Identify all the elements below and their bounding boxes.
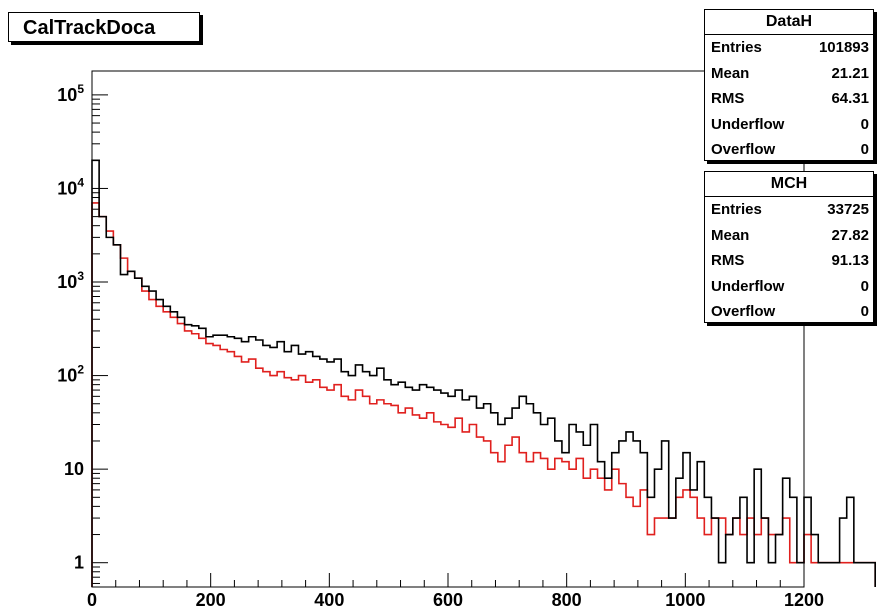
stats-value: 0 — [860, 277, 869, 295]
stats-row-entries: Entries 33725 — [705, 197, 873, 223]
stats-box-datah: DataH Entries 101893 Mean 21.21 RMS 64.31 U… — [704, 9, 874, 161]
stats-value: 64.31 — [831, 90, 869, 107]
stats-row-underflow: Underflow 0 — [705, 112, 873, 138]
axis-tick-labels: 0 200 400 600 800 1000 1200 1 10 102 103 104 105 — [57, 82, 824, 610]
x-tick-label: 200 — [196, 590, 226, 610]
x-tick-label: 0 — [87, 590, 97, 610]
stats-label: Mean — [711, 64, 750, 82]
stats-value: 27.82 — [831, 226, 869, 244]
stats-row-mean: Mean 27.82 — [705, 223, 873, 249]
x-tick-label: 800 — [552, 590, 582, 610]
stats-value: 101893 — [818, 39, 869, 56]
y-tick-label: 104 — [57, 175, 84, 198]
y-tick-label: 102 — [57, 363, 84, 386]
stats-row-rms: RMS 64.31 — [705, 86, 873, 112]
stats-row-overflow: Overflow 0 — [705, 137, 873, 163]
stats-box-title: DataH — [705, 10, 873, 35]
x-tick-label: 400 — [314, 590, 344, 610]
stats-row-rms: RMS 91.13 — [705, 248, 873, 274]
stats-value: 21.21 — [831, 64, 869, 82]
stats-value: 91.13 — [831, 252, 869, 269]
series-datah-histogram — [91, 159, 876, 587]
x-tick-label: 1200 — [784, 590, 824, 610]
stats-label: Entries — [711, 39, 762, 56]
stats-row-entries: Entries 101893 — [705, 35, 873, 61]
axis-ticks — [91, 94, 805, 587]
stats-label: Overflow — [711, 303, 776, 320]
stats-row-overflow: Overflow 0 — [705, 299, 873, 325]
stats-label: Mean — [711, 226, 750, 244]
stats-box-title: MCH — [705, 172, 873, 197]
stats-label: Entries — [711, 201, 762, 218]
series-layer — [91, 159, 876, 587]
y-tick-label: 103 — [57, 269, 84, 292]
stats-label: RMS — [711, 252, 745, 269]
y-tick-label: 10 — [64, 459, 84, 479]
x-tick-label: 1000 — [665, 590, 705, 610]
stats-value: 0 — [860, 303, 869, 320]
stats-value: 33725 — [827, 201, 869, 218]
stats-value: 0 — [860, 141, 869, 158]
stats-row-mean: Mean 21.21 — [705, 61, 873, 87]
stats-label: RMS — [711, 90, 745, 107]
stats-row-underflow: Underflow 0 — [705, 274, 873, 300]
stats-value: 0 — [860, 115, 869, 133]
y-tick-label: 1 — [74, 553, 84, 573]
stats-label: Underflow — [711, 115, 785, 133]
y-tick-label: 105 — [57, 82, 84, 105]
stats-label: Underflow — [711, 277, 785, 295]
stats-box-mch: MCH Entries 33725 Mean 27.82 RMS 91.13 Unde… — [704, 171, 874, 323]
stats-label: Overflow — [711, 141, 776, 158]
histogram-title: CalTrackDoca — [8, 12, 200, 42]
x-tick-label: 600 — [433, 590, 463, 610]
